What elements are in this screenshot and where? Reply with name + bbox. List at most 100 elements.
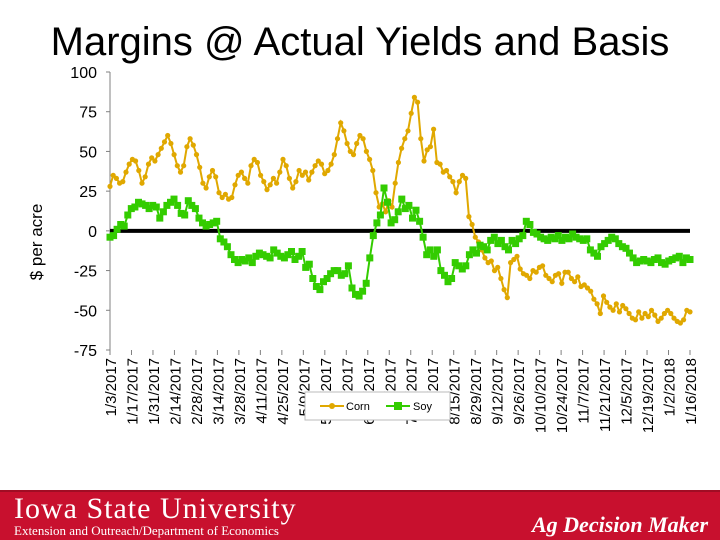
x-tick-label: 9/12/2017 [490,358,507,425]
soy-point [302,263,310,271]
soy-point [113,225,121,233]
soy-point [597,243,605,251]
corn-point [453,190,459,196]
corn-point [402,136,408,142]
y-tick-label: -25 [74,264,97,281]
corn-point [504,295,510,301]
soy-point [295,252,303,260]
corn-point [665,307,671,313]
soy-point [170,195,178,203]
x-tick-label: 10/24/2017 [554,358,571,433]
soy-point [131,203,139,211]
corn-point [616,309,623,315]
corn-point [229,194,235,201]
soy-point [437,267,445,275]
corn-point [152,158,158,164]
x-tick-label: 8/15/2017 [447,358,464,425]
legend: Corn Soy [304,391,451,421]
corn-point [306,177,312,183]
corn-point [491,268,498,274]
legend-corn-label: Corn [346,401,370,413]
corn-point [155,152,161,158]
corn-point [447,174,453,180]
soy-point [661,260,669,268]
soy-point [259,251,267,259]
corn-point [344,140,350,147]
corn-point [350,152,357,158]
corn-point [632,317,639,323]
corn-point [216,190,222,196]
corn-point [588,288,594,294]
corn-point [392,180,398,186]
soy-point [216,235,224,243]
corn-point [283,163,289,169]
corn-point [427,144,433,150]
corn-point [459,172,466,178]
y-axis: 100 75 50 25 0 -25 -50 -75 [70,65,111,360]
corn-point [565,269,571,275]
soy-point [558,236,566,244]
corn-point [549,279,555,285]
corn-point [472,234,478,240]
corn-point [165,132,171,139]
corn-point [405,128,411,134]
x-tick-label: 11/7/2017 [576,358,593,424]
corn-point [395,159,401,166]
corn-point [312,163,318,169]
soy-point [444,278,452,286]
corn-point [498,275,504,282]
soy-point [223,243,231,251]
corn-point [495,264,501,270]
corn-point [501,287,507,293]
soy-point [430,252,438,260]
corn-point [437,161,443,167]
soy-point [220,238,228,246]
corn-point [613,301,619,307]
corn-point [197,164,203,170]
soy-point [601,240,609,248]
corn-point [290,185,296,191]
corn-point [322,171,328,177]
soy-point [106,233,114,241]
soy-point [469,246,477,254]
university-logo-text: Iowa State University [14,492,297,525]
y-tick-label: 25 [79,184,97,201]
x-tick-label: 8/29/2017 [468,358,485,425]
soy-point [572,233,580,241]
soy-point [462,262,470,270]
soy-point [241,257,249,265]
corn-point [264,187,270,193]
brand-text: Ag Decision Maker [532,512,708,537]
soy-point [284,251,292,259]
corn-point [604,299,610,305]
corn-point [572,279,578,285]
soy-point [633,259,641,267]
soy-point [231,256,238,263]
corn-point [280,156,286,162]
soy-point [394,208,402,216]
corn-point [136,167,142,174]
y-tick-label: -75 [74,343,97,360]
corn-point [302,169,309,175]
corn-point [517,266,523,272]
corn-point [421,158,427,164]
soy-point [622,244,630,252]
corn-point [540,263,546,269]
corn-point [463,175,469,181]
soy-point [519,232,527,240]
soy-point [419,233,427,241]
chart-title: Margins @ Actual Yields and Basis [50,20,670,64]
corn-point [251,156,257,162]
corn-point [193,152,200,158]
soy-point [618,243,626,251]
soy-point [658,259,665,267]
soy-point [483,246,491,254]
corn-point [466,214,472,220]
soy-point [366,254,374,262]
corn-point [648,307,655,313]
soy-point [195,214,203,222]
corn-point [181,163,187,169]
corn-point [636,309,642,315]
corn-point [559,280,565,286]
corn-point [424,147,430,153]
